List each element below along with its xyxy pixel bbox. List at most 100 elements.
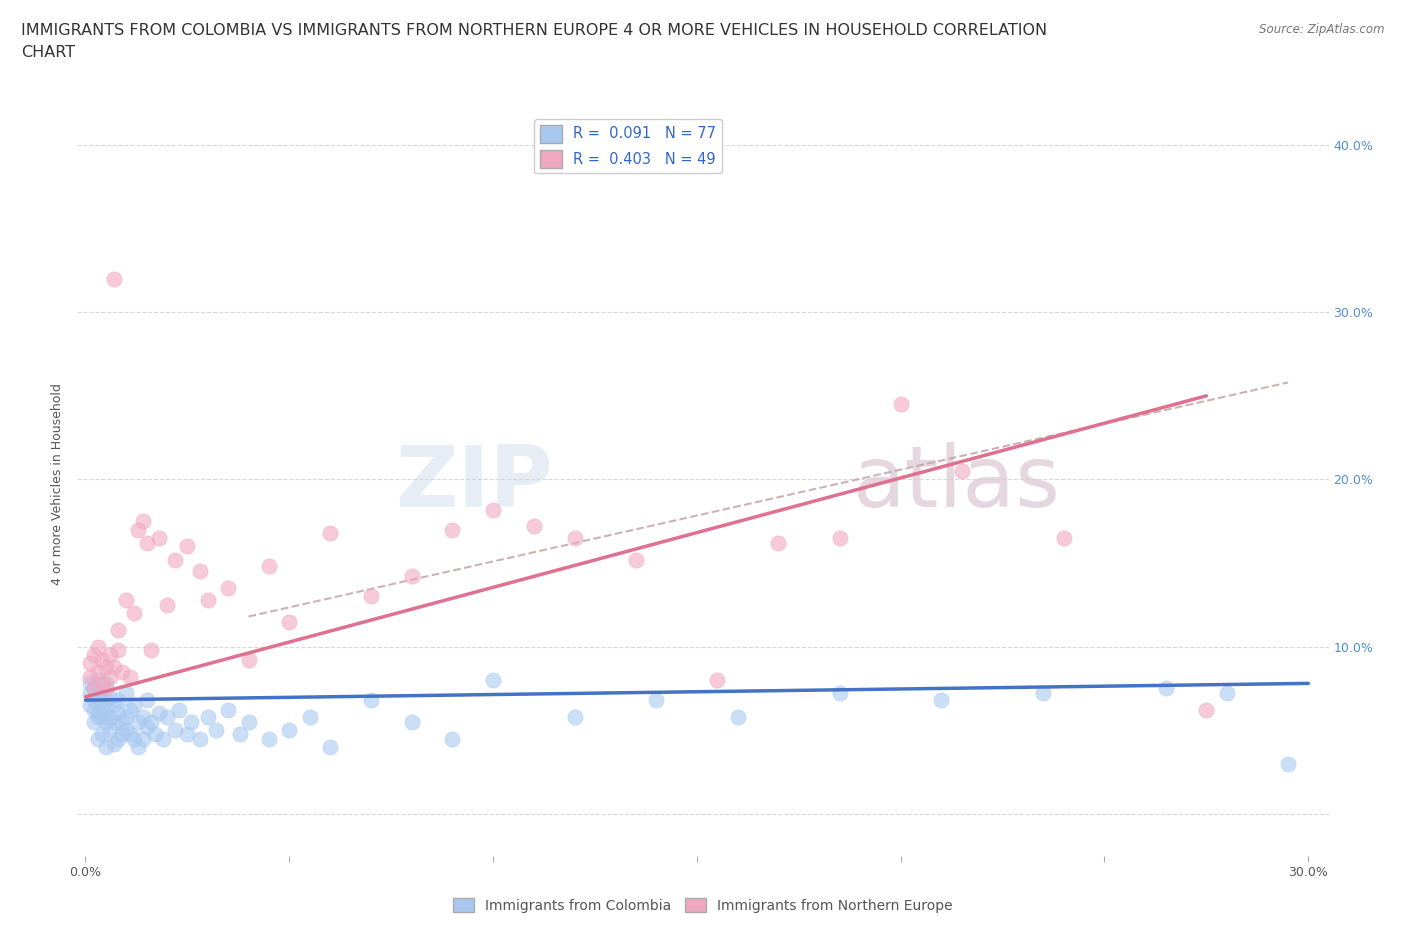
Point — [111, 726, 134, 741]
Point — [176, 538, 198, 553]
Point — [1277, 756, 1299, 771]
Point — [94, 714, 117, 729]
Point — [83, 647, 105, 662]
Point — [482, 502, 505, 517]
Point — [564, 530, 586, 545]
Point — [94, 739, 117, 754]
Point — [90, 686, 112, 701]
Point — [135, 536, 157, 551]
Point — [564, 710, 586, 724]
Point — [98, 710, 121, 724]
Point — [79, 670, 101, 684]
Point — [86, 672, 108, 687]
Point — [139, 714, 162, 729]
Point — [83, 693, 105, 708]
Point — [98, 670, 121, 684]
Point — [86, 664, 108, 679]
Point — [167, 703, 190, 718]
Point — [124, 698, 146, 712]
Point — [103, 714, 125, 729]
Point — [165, 723, 187, 737]
Point — [107, 731, 129, 746]
Text: ZIP: ZIP — [395, 442, 553, 525]
Point — [278, 723, 301, 737]
Point — [1195, 703, 1218, 718]
Text: CHART: CHART — [21, 45, 75, 60]
Point — [706, 672, 728, 687]
Point — [727, 710, 749, 724]
Point — [401, 714, 423, 729]
Point — [624, 552, 647, 567]
Point — [86, 639, 108, 654]
Point — [120, 670, 142, 684]
Point — [83, 703, 105, 718]
Point — [103, 659, 125, 674]
Point — [86, 706, 108, 721]
Point — [98, 723, 121, 737]
Point — [127, 739, 149, 754]
Point — [197, 710, 219, 724]
Point — [156, 710, 179, 724]
Point — [124, 605, 146, 620]
Point — [197, 592, 219, 607]
Point — [111, 664, 134, 679]
Point — [768, 536, 790, 551]
Point — [90, 701, 112, 716]
Point — [79, 676, 101, 691]
Point — [83, 681, 105, 696]
Point — [828, 530, 851, 545]
Point — [86, 731, 108, 746]
Text: IMMIGRANTS FROM COLOMBIA VS IMMIGRANTS FROM NORTHERN EUROPE 4 OR MORE VEHICLES I: IMMIGRANTS FROM COLOMBIA VS IMMIGRANTS F… — [21, 23, 1047, 38]
Point — [90, 676, 112, 691]
Point — [124, 731, 146, 746]
Point — [156, 597, 179, 612]
Point — [229, 726, 252, 741]
Point — [152, 731, 174, 746]
Point — [131, 513, 153, 528]
Point — [127, 522, 149, 537]
Point — [828, 686, 851, 701]
Point — [217, 703, 239, 718]
Point — [79, 686, 101, 701]
Point — [401, 569, 423, 584]
Point — [1053, 530, 1076, 545]
Point — [482, 672, 505, 687]
Point — [127, 714, 149, 729]
Point — [103, 698, 125, 712]
Point — [115, 592, 138, 607]
Point — [83, 714, 105, 729]
Point — [319, 739, 342, 754]
Point — [523, 519, 546, 534]
Point — [115, 723, 138, 737]
Point — [90, 726, 112, 741]
Text: atlas: atlas — [853, 442, 1062, 525]
Point — [176, 726, 198, 741]
Point — [148, 530, 170, 545]
Point — [107, 643, 129, 658]
Point — [1216, 686, 1239, 701]
Point — [79, 656, 101, 671]
Legend: R =  0.091   N = 77, R =  0.403   N = 49: R = 0.091 N = 77, R = 0.403 N = 49 — [534, 119, 723, 173]
Point — [90, 653, 112, 668]
Point — [360, 589, 382, 604]
Point — [115, 686, 138, 701]
Point — [188, 564, 211, 578]
Point — [107, 693, 129, 708]
Point — [98, 689, 121, 704]
Point — [94, 659, 117, 674]
Point — [120, 726, 142, 741]
Point — [165, 552, 187, 567]
Point — [107, 622, 129, 637]
Point — [131, 710, 153, 724]
Point — [360, 693, 382, 708]
Point — [180, 714, 202, 729]
Point — [441, 522, 464, 537]
Point — [238, 653, 260, 668]
Point — [441, 731, 464, 746]
Point — [257, 559, 280, 574]
Point — [79, 698, 101, 712]
Y-axis label: 4 or more Vehicles in Household: 4 or more Vehicles in Household — [51, 382, 65, 585]
Point — [94, 693, 117, 708]
Point — [94, 676, 117, 691]
Point — [238, 714, 260, 729]
